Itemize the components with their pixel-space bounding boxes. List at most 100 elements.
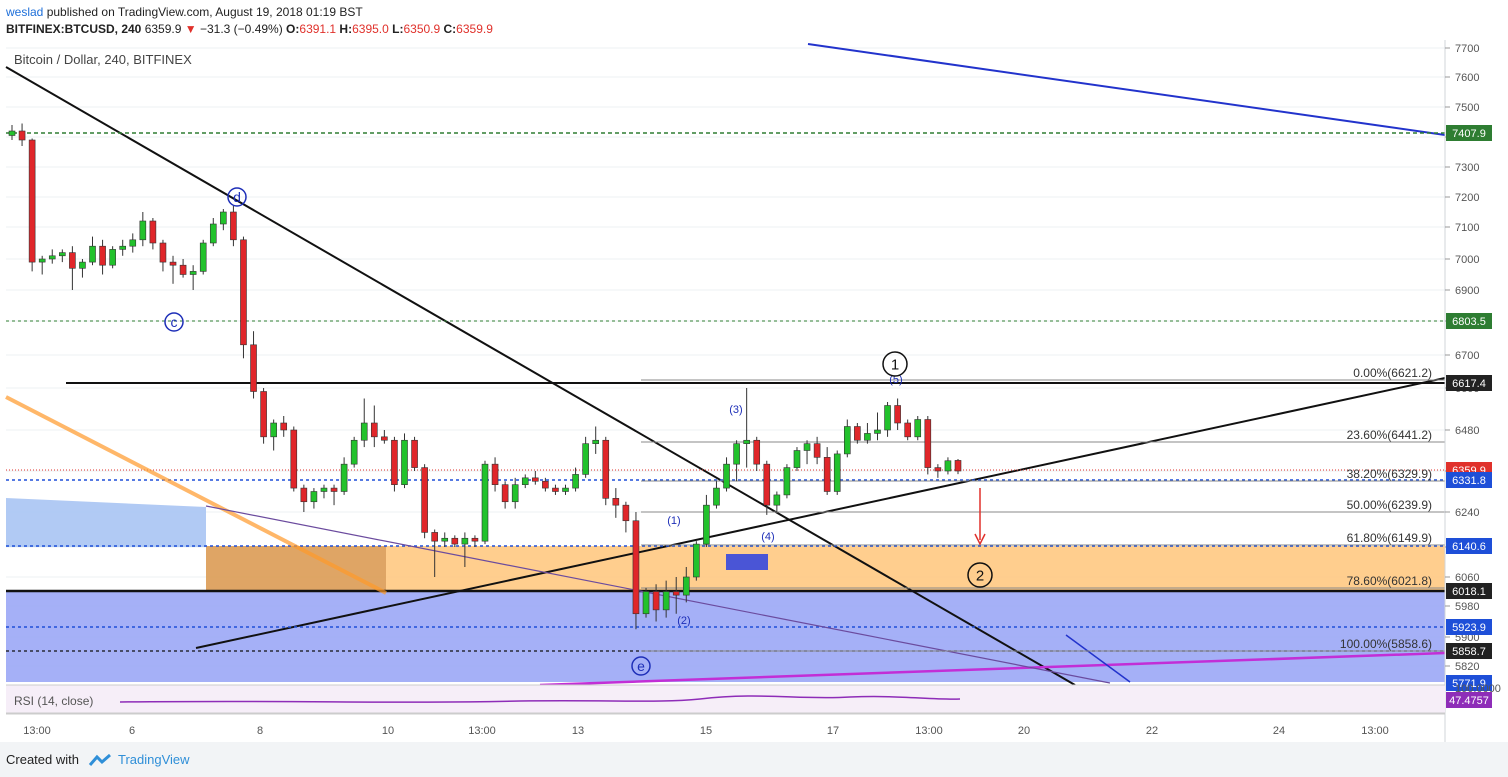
candle-body-9 xyxy=(99,245,106,266)
candle-body-47 xyxy=(481,463,489,542)
candle-body-14 xyxy=(149,220,157,244)
time-tick-11: 24 xyxy=(1273,725,1285,737)
fib-label-2: 38.20%(6329.9) xyxy=(1347,467,1432,481)
candle-body-87 xyxy=(884,405,891,431)
upper-channel-line xyxy=(807,43,1446,136)
candle-body-73 xyxy=(743,439,750,444)
candle-body-69 xyxy=(703,504,710,545)
time-tick-10: 22 xyxy=(1146,725,1158,737)
author-link[interactable]: weslad xyxy=(6,5,44,19)
candle-body-39 xyxy=(401,439,408,485)
candle-body-48 xyxy=(491,463,499,485)
candle-body-33 xyxy=(340,463,348,492)
candle-body-2 xyxy=(28,139,36,263)
chart-title: Bitcoin / Dollar, 240, BITFINEX xyxy=(14,52,192,67)
candle-body-75 xyxy=(763,463,771,506)
price-badge-bg-4 xyxy=(1446,472,1492,488)
price-badge-bg-9 xyxy=(1446,675,1492,691)
candle-body-89 xyxy=(904,422,911,438)
candle-body-18 xyxy=(189,271,197,275)
candle-body-93 xyxy=(944,460,952,472)
wave-c-text: c xyxy=(171,314,178,330)
candle-body-88 xyxy=(894,405,901,424)
price-tick-8: 6900 xyxy=(1455,285,1479,297)
candle-body-49 xyxy=(501,484,509,503)
candle-body-16 xyxy=(169,261,177,266)
high-value: 6395.0 xyxy=(352,22,389,36)
candle-body-30 xyxy=(310,491,318,503)
wave-5-small: (5) xyxy=(889,374,902,386)
wave-1-major-circle xyxy=(882,351,908,377)
rsi-badge-bg xyxy=(1446,692,1492,708)
price-badge-0: 7407.9 xyxy=(1452,128,1486,140)
candle-body-29 xyxy=(300,487,308,503)
wave-2-major-circle xyxy=(967,562,993,588)
price-badge-4: 6331.8 xyxy=(1452,475,1486,487)
candle-body-36 xyxy=(370,422,378,438)
fib-label-4: 61.80%(6149.9) xyxy=(1347,531,1432,545)
candle-body-72 xyxy=(733,443,740,465)
price-badge-6: 6018.1 xyxy=(1452,586,1486,598)
candle-body-6 xyxy=(69,252,76,269)
candle-body-5 xyxy=(59,252,66,257)
candle-body-46 xyxy=(471,537,479,542)
price-tick-14: 6240 xyxy=(1455,507,1479,519)
time-axis[interactable]: 13:00 6 8 10 13:00 13 15 17 13:00 20 22 24 13:00 xyxy=(6,713,1445,737)
blue-zone-lower xyxy=(6,591,1445,682)
rsi-badge: 47.4757 xyxy=(1449,695,1489,707)
candle-body-63 xyxy=(642,591,650,615)
candle-body-23 xyxy=(240,239,247,346)
price-change: −31.3 (−0.49%) xyxy=(199,22,283,36)
fib-label-6: 100.00%(5858.6) xyxy=(1340,637,1432,651)
price-tick-19: 5820 xyxy=(1455,661,1479,673)
candles xyxy=(8,123,962,630)
tradingview-brand[interactable]: TradingView xyxy=(118,752,190,767)
small-blue-line xyxy=(1065,634,1131,683)
candle-body-90 xyxy=(914,419,922,438)
candle-body-59 xyxy=(602,439,610,499)
wave-1-major-text: 1 xyxy=(891,356,899,373)
price-badge-2: 6617.4 xyxy=(1452,378,1486,390)
candle-body-15 xyxy=(159,242,167,263)
candle-body-56 xyxy=(572,474,579,489)
wave-c-circle xyxy=(164,312,184,332)
candle-body-84 xyxy=(854,426,861,441)
candle-body-28 xyxy=(290,429,298,489)
symbol-name: BITFINEX:BTCUSD, 240 xyxy=(6,22,142,36)
open-value: 6391.1 xyxy=(299,22,337,36)
fib-label-1: 23.60%(6441.2) xyxy=(1347,428,1432,442)
candle-body-22 xyxy=(230,211,237,241)
candle-body-86 xyxy=(874,429,881,434)
time-tick-1: 6 xyxy=(129,725,135,737)
wave-d-text: d xyxy=(233,189,241,205)
candle-body-66 xyxy=(672,591,680,596)
candle-body-94 xyxy=(954,460,962,472)
candle-body-51 xyxy=(521,477,529,485)
price-tick-4: 7300 xyxy=(1455,162,1479,174)
candle-body-34 xyxy=(350,439,358,465)
price-tick-17: 5980 xyxy=(1455,601,1479,613)
candle-body-81 xyxy=(823,457,831,492)
fib-label-5: 78.60%(6021.8) xyxy=(1347,574,1432,588)
time-tick-6: 15 xyxy=(700,725,712,737)
price-tick-10: 6700 xyxy=(1455,350,1479,362)
candle-body-77 xyxy=(783,467,791,496)
footer: Created with TradingView xyxy=(0,742,1508,777)
price-badge-bg-6 xyxy=(1446,583,1492,599)
last-price: 6359.9 xyxy=(144,22,182,36)
candle-body-35 xyxy=(360,422,368,441)
publish-info: weslad published on TradingView.com, Aug… xyxy=(6,5,363,19)
symbol-bar: BITFINEX:BTCUSD, 240 6359.9 ▼ −31.3 (−0.… xyxy=(6,22,493,36)
candle-body-26 xyxy=(270,422,277,438)
candle-body-55 xyxy=(562,487,569,492)
price-chart[interactable]: 0.00%(6621.2) 23.60%(6441.2) 38.20%(6329.9… xyxy=(0,40,1508,742)
candle-body-10 xyxy=(109,249,116,266)
candle-body-65 xyxy=(662,591,670,611)
candle-body-53 xyxy=(542,480,549,489)
time-tick-9: 20 xyxy=(1018,725,1030,737)
candle-body-31 xyxy=(320,487,328,492)
candle-body-70 xyxy=(713,487,720,506)
candle-body-50 xyxy=(511,484,519,503)
down-arrow-icon: ▼ xyxy=(184,22,197,36)
candle-body-45 xyxy=(461,537,469,545)
